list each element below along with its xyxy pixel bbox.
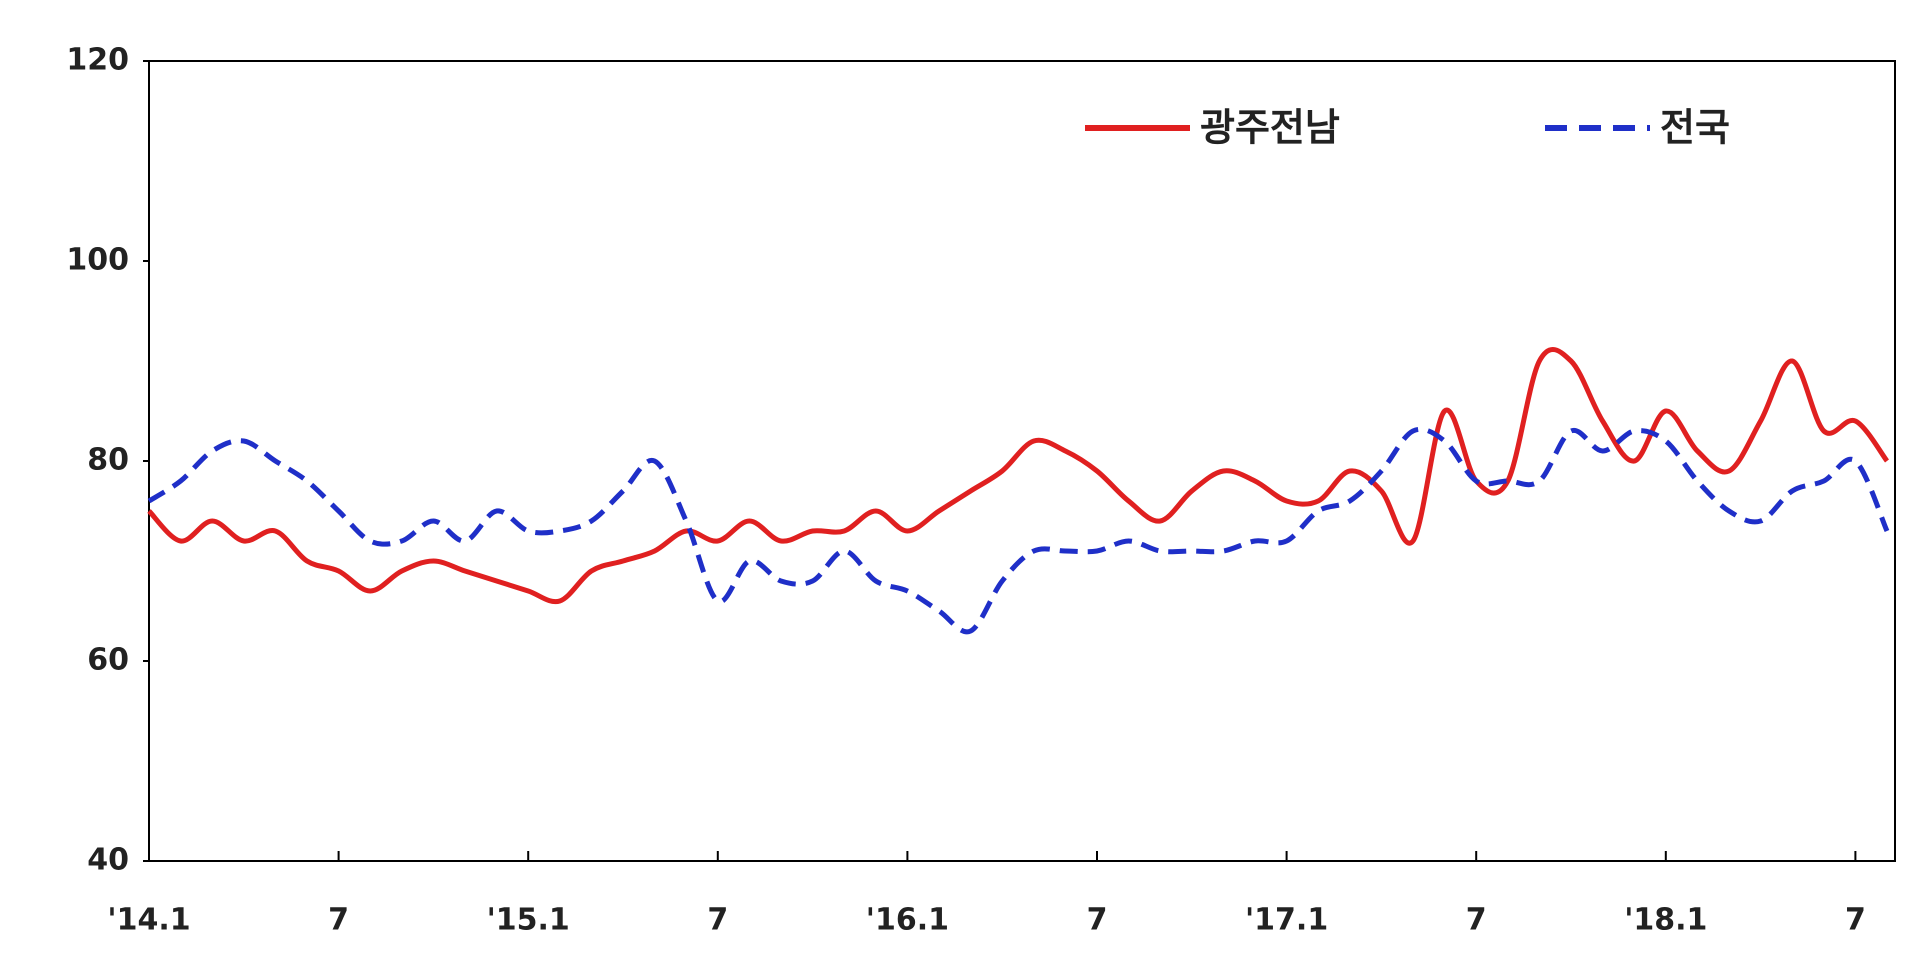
x-tick-label: 7 bbox=[328, 903, 349, 938]
x-tick-label: 7 bbox=[1087, 903, 1108, 938]
line-series bbox=[147, 347, 1890, 605]
x-tick-label: '18.1 bbox=[1624, 903, 1707, 938]
x-tick-label: '15.1 bbox=[487, 903, 570, 938]
y-tick-label: 120 bbox=[66, 43, 129, 78]
legend-label: 광주전남 bbox=[1200, 106, 1340, 150]
x-tick-label: 7 bbox=[1466, 903, 1487, 938]
legend-label: 전국 bbox=[1660, 106, 1730, 150]
y-tick-label: 40 bbox=[87, 843, 129, 878]
y-tick-label: 80 bbox=[87, 443, 129, 478]
x-tick-label: '17.1 bbox=[1245, 903, 1328, 938]
x-tick-label: 7 bbox=[1845, 903, 1866, 938]
x-tick-label: 7 bbox=[707, 903, 728, 938]
y-tick-label: 60 bbox=[87, 643, 129, 678]
x-tick-label: '16.1 bbox=[866, 903, 949, 938]
line-series bbox=[147, 426, 1890, 635]
y-tick-label: 100 bbox=[66, 243, 129, 278]
x-tick-label: '14.1 bbox=[107, 903, 190, 938]
